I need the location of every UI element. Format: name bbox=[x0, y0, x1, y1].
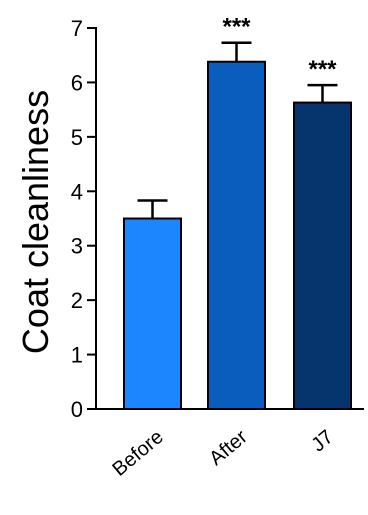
y-tick-label-5: 5 bbox=[71, 125, 83, 150]
bar-before bbox=[123, 217, 182, 410]
significance-after: *** bbox=[222, 14, 251, 41]
y-tick-label-0: 0 bbox=[71, 397, 83, 422]
y-tick-label-6: 6 bbox=[71, 70, 83, 95]
y-tick-label-4: 4 bbox=[71, 179, 83, 204]
significance-j7: *** bbox=[308, 56, 337, 83]
x-tick-label-after: After bbox=[205, 426, 252, 470]
y-tick-label-2: 2 bbox=[71, 288, 83, 313]
y-axis-label: Coat cleanliness bbox=[15, 90, 56, 354]
y-tick-label-3: 3 bbox=[71, 234, 83, 259]
x-tick-label-before: Before bbox=[108, 426, 167, 481]
x-axis: Before After J7 bbox=[96, 408, 364, 481]
y-axis: 0 1 2 3 4 5 6 7 bbox=[71, 16, 97, 422]
y-tick-label-7: 7 bbox=[71, 16, 83, 41]
y-tick-label-1: 1 bbox=[71, 343, 83, 368]
bar-after bbox=[207, 60, 266, 410]
bar-j7 bbox=[293, 101, 352, 411]
bars: *** *** bbox=[123, 14, 352, 411]
x-tick-label-j7: J7 bbox=[307, 426, 337, 456]
